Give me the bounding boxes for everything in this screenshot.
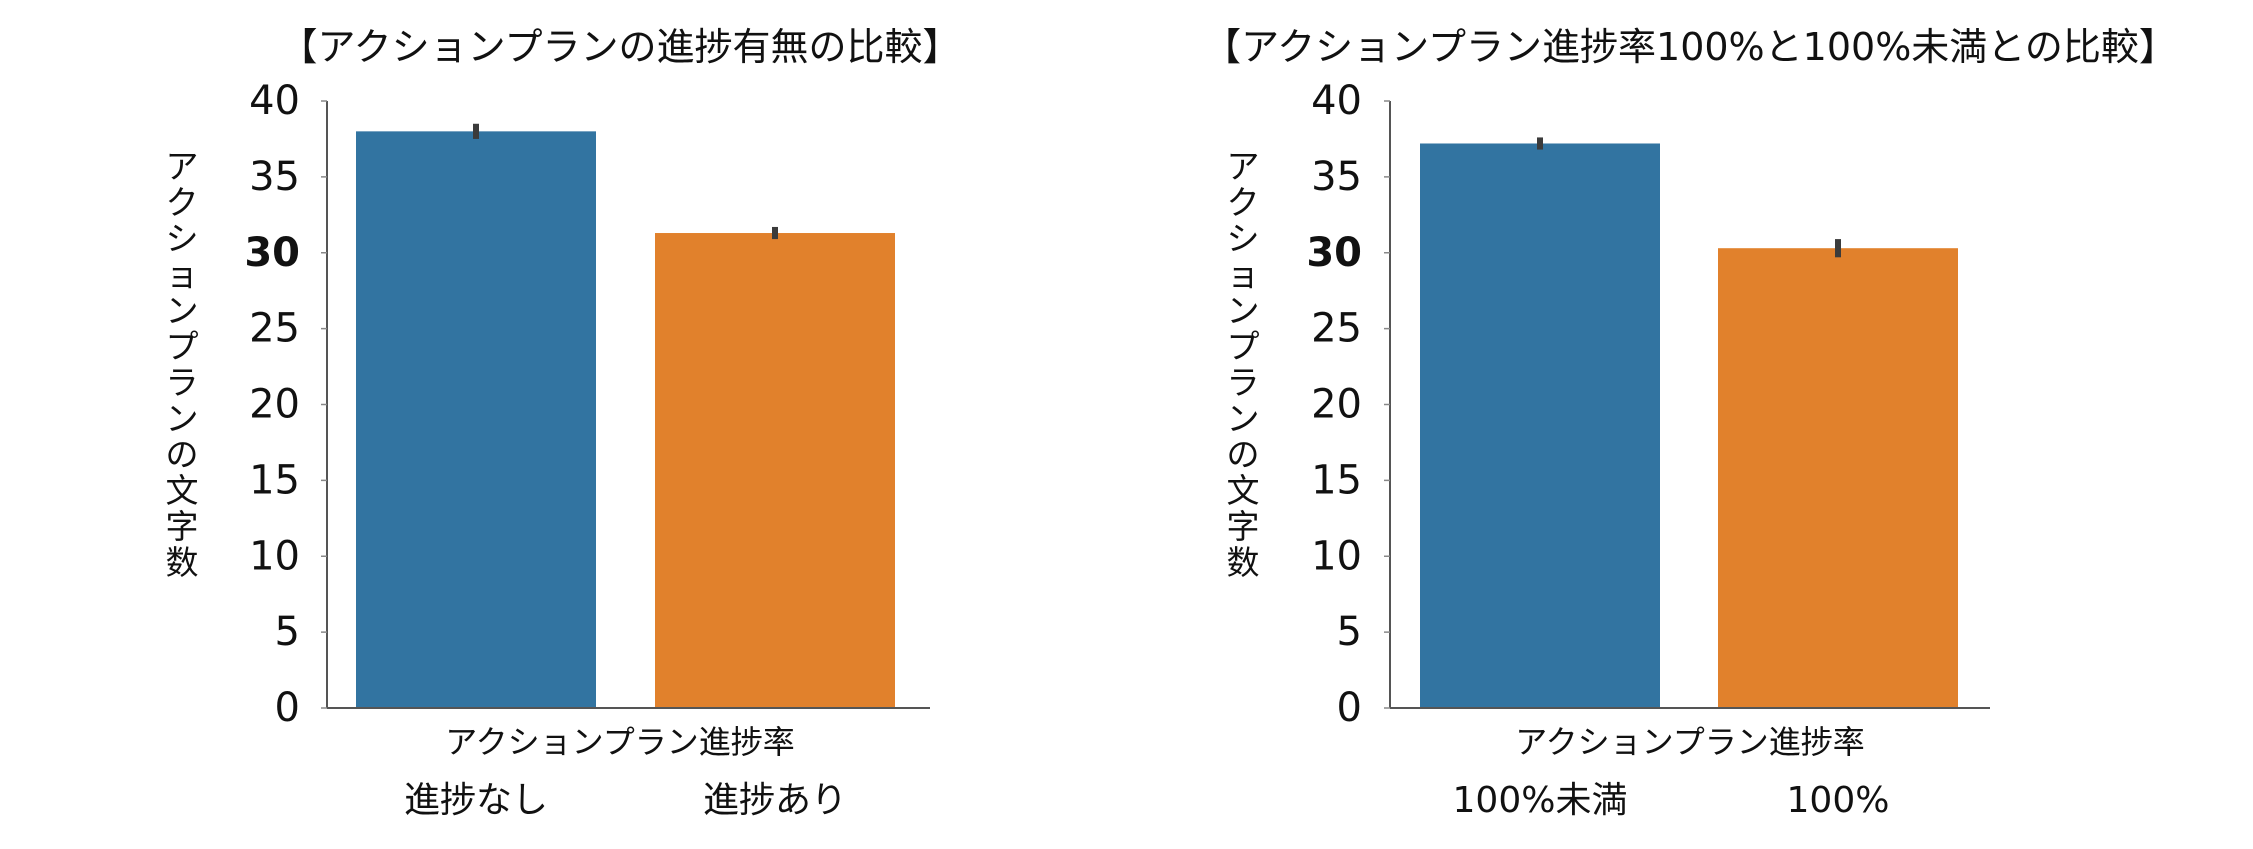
y-axis-label-char: の	[1227, 435, 1260, 474]
category-label: 100%未満	[1453, 780, 1628, 821]
y-tick-label: 10	[1311, 533, 1362, 579]
chart-title: 【アクションプラン進捗率100%と100%未満との比較】	[1203, 25, 2177, 69]
y-axis-label-char: ン	[166, 399, 199, 438]
y-axis-label-char: ア	[1227, 147, 1260, 186]
y-axis-label-char: ョ	[1227, 255, 1260, 294]
y-axis-label-char: 文	[166, 471, 199, 510]
category-label: 進捗あり	[703, 780, 847, 821]
bars	[356, 131, 895, 709]
y-axis-label-char: 数	[166, 543, 199, 582]
error-bars	[1537, 137, 1841, 258]
chart-title: 【アクションプランの進捗有無の比較】	[280, 25, 961, 69]
bars	[1420, 143, 1958, 709]
chart-progress-100-vs-under: 【アクションプラン進捗率100%と100%未満との比較】 0 5 10 15 20 25 3…	[1203, 25, 2177, 821]
x-axis-label: アクションプラン進捗率	[1515, 723, 1864, 761]
y-tick-label: 25	[249, 306, 300, 352]
y-axis-label-char: ク	[1227, 183, 1260, 222]
error-bars	[473, 123, 778, 240]
y-tick-labels: 0 5 10 15 20 25 30 35 40	[244, 78, 300, 731]
y-axis-label-char: ン	[1227, 399, 1260, 438]
y-tick-label: 10	[249, 533, 300, 579]
y-axis-label-char: ア	[166, 147, 199, 186]
y-tick-label: 35	[1311, 154, 1362, 200]
y-axis-label-char: ラ	[166, 363, 199, 402]
y-tick-label: 20	[249, 382, 300, 428]
y-axis-label-char: 文	[1227, 471, 1260, 510]
category-label: 100%	[1787, 780, 1890, 821]
y-tick-label: 0	[1337, 685, 1362, 731]
y-axis-label-char: ン	[166, 291, 199, 330]
y-tick-label: 35	[249, 154, 300, 200]
y-axis-label-char: プ	[1227, 327, 1260, 366]
y-tick-label: 30	[244, 230, 300, 276]
bar	[1420, 143, 1660, 709]
y-axis-label-char: の	[166, 435, 199, 474]
axes	[1384, 100, 1990, 709]
y-axis-label-char: シ	[1227, 219, 1260, 258]
y-axis-label-char: ョ	[166, 255, 199, 294]
y-axis-label-char: 字	[1227, 507, 1260, 546]
y-axis-label-char: ク	[166, 183, 199, 222]
category-labels: 100%未満 100%	[1453, 780, 1890, 821]
y-tick-label: 20	[1311, 382, 1362, 428]
y-axis-label-char: 字	[166, 507, 199, 546]
y-axis-label-char: シ	[166, 219, 199, 258]
axes	[321, 100, 930, 709]
y-axis-label-char: ラ	[1227, 363, 1260, 402]
y-tick-label: 15	[1311, 457, 1362, 503]
x-axis-label: アクションプラン進捗率	[445, 723, 794, 761]
chart-progress-presence: 【アクションプランの進捗有無の比較】 0 5 10 15 20 25 30 35 40 アクショ…	[166, 25, 961, 821]
y-tick-label: 5	[1337, 609, 1362, 655]
y-tick-label: 0	[275, 685, 300, 731]
category-label: 進捗なし	[404, 780, 548, 821]
bar	[1718, 248, 1958, 708]
y-tick-label: 30	[1306, 230, 1362, 276]
y-tick-label: 40	[249, 78, 300, 124]
y-tick-label: 15	[249, 457, 300, 503]
y-axis-label-char: 数	[1227, 543, 1260, 582]
y-tick-label: 25	[1311, 306, 1362, 352]
y-tick-label: 40	[1311, 78, 1362, 124]
y-tick-labels: 0 5 10 15 20 25 30 35 40	[1306, 78, 1362, 731]
bar	[356, 131, 596, 709]
bar	[655, 233, 895, 708]
y-axis-label-char: プ	[166, 327, 199, 366]
category-labels: 進捗なし 進捗あり	[404, 780, 847, 821]
y-tick-label: 5	[275, 609, 300, 655]
y-axis-label-char: ン	[1227, 291, 1260, 330]
